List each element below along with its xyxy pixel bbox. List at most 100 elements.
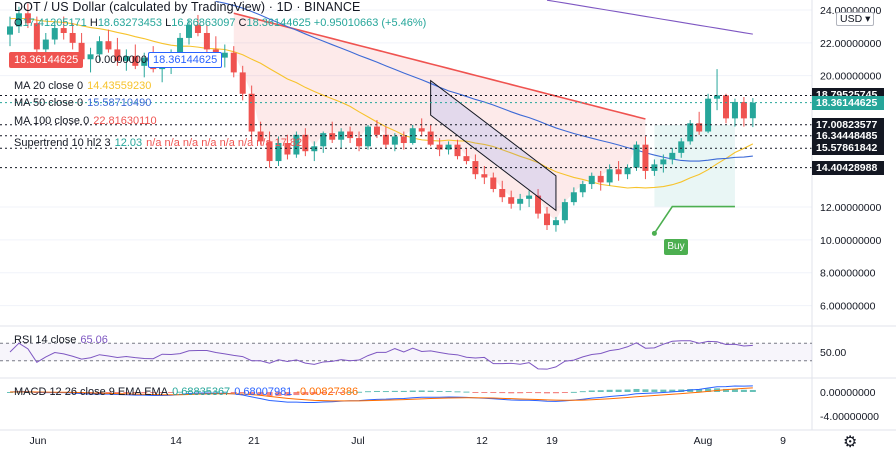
candle-body [87,54,94,60]
macd-histogram-bar [642,389,649,392]
rsi-legend[interactable]: RSI 14 close 65.06 [14,334,108,346]
macd-histogram-bar [731,389,738,392]
candle-body [356,138,363,147]
supertrend-legend[interactable]: Supertrend 10 hl2 3 12.03 n/a n/a n/a n/a … [14,137,303,149]
candle [373,120,380,139]
candle-body [606,169,613,183]
candle-body [454,144,461,157]
time-tick-label: 9 [780,435,786,447]
candle [347,126,354,144]
candle-body [194,24,201,33]
candle-body [409,128,416,144]
candle-body [570,192,577,203]
macd-histogram-bar [749,389,756,392]
candle-body [105,41,112,50]
candle [642,136,649,180]
macd-histogram-bar [463,391,470,393]
gear-icon[interactable]: ⚙ [843,434,858,451]
macd-histogram-bar [266,392,273,397]
macd-histogram-bar [391,390,398,392]
candlestick-series [7,3,756,232]
candle-body [678,141,685,153]
candle [660,154,667,173]
candle [624,164,631,180]
candle [597,170,604,191]
macd-line [9,385,753,404]
candle [463,147,470,165]
ma20-legend[interactable]: MA 20 close 0 14.43559230 [14,80,152,92]
candle-body [588,175,595,185]
rsi-band [0,343,812,361]
candle-body [490,177,497,189]
price-axis-badge: 16.34448485 [812,128,884,143]
sell-price-box[interactable]: 18.36144625 [9,52,84,68]
candle [105,29,112,53]
macd-histogram-bar [365,391,371,393]
candle-body [141,57,148,66]
time-tick-label: 12 [476,435,488,447]
candle-body [78,42,85,60]
candle-body [597,175,604,183]
candle [69,23,76,50]
candle-body [615,169,622,175]
macd-histogram-bar [382,391,389,393]
candle [508,190,515,209]
macd-histogram-bar [257,392,264,396]
candle [633,141,640,171]
candle [418,118,425,137]
macd-histogram-bar [356,391,363,393]
macd-legend[interactable]: MACD 12 26 close 9 EMA EMA 0.68835367 0.68… [14,386,359,398]
macd-histogram-bar [230,392,237,393]
macd-histogram-bar [409,390,416,392]
macd-histogram-bar [651,389,658,392]
candle [7,16,13,47]
candle-body [203,32,210,50]
candle-body [723,95,729,119]
candle [687,120,694,145]
macd-histogram-bar [472,392,479,393]
macd-histogram-bar [248,392,255,395]
candle [311,141,318,162]
candle-body [69,32,76,43]
macd-histogram-bar [606,389,613,392]
candle [114,37,121,66]
candle-body [427,131,434,145]
candle-body [230,52,237,73]
candle-body [373,126,380,135]
candle-body [257,131,264,142]
ma50-legend[interactable]: MA 50 close 0 15.58710490 [14,97,152,109]
price-tick-label: 12.00000000 [820,202,881,214]
candle-body [365,126,371,147]
candle-body [284,143,291,155]
candle-body [642,144,649,171]
ma100-legend[interactable]: MA 100 close 0 22.81630110 [14,115,157,127]
macd-histogram-bar [347,391,354,393]
macd-histogram-bar [96,392,103,393]
candle [740,97,747,127]
price-tick-label: 6.00000000 [820,301,876,313]
macd-histogram-bar [7,392,13,393]
horizontal-price-lines [0,94,812,169]
ma100-line [546,0,753,35]
candle-body [329,133,336,140]
supertrend-cloud [233,12,735,236]
supertrend-down-fill [233,13,646,221]
macd-pane: 0.00000000 -4.00000000 [0,377,896,423]
candle-body [445,144,452,150]
macd-histogram-bar [141,392,148,393]
candle [517,193,524,211]
buy-price-box[interactable]: 18.36144625 [148,52,223,68]
symbol-title[interactable]: DOT / US Dollar (calculated by TradingVi… [14,0,361,14]
grid-lines [0,9,812,307]
price-tick-label: 22.00000000 [820,38,881,50]
candle [356,131,363,152]
macd-histogram-bar [436,390,443,392]
candle-body [60,28,67,33]
currency-selector[interactable]: USD ▾ [836,12,875,26]
macd-histogram-bar [427,390,434,392]
candle [579,180,586,198]
macd-histogram-bar [400,390,407,392]
candle [705,93,712,134]
candle [123,49,130,71]
